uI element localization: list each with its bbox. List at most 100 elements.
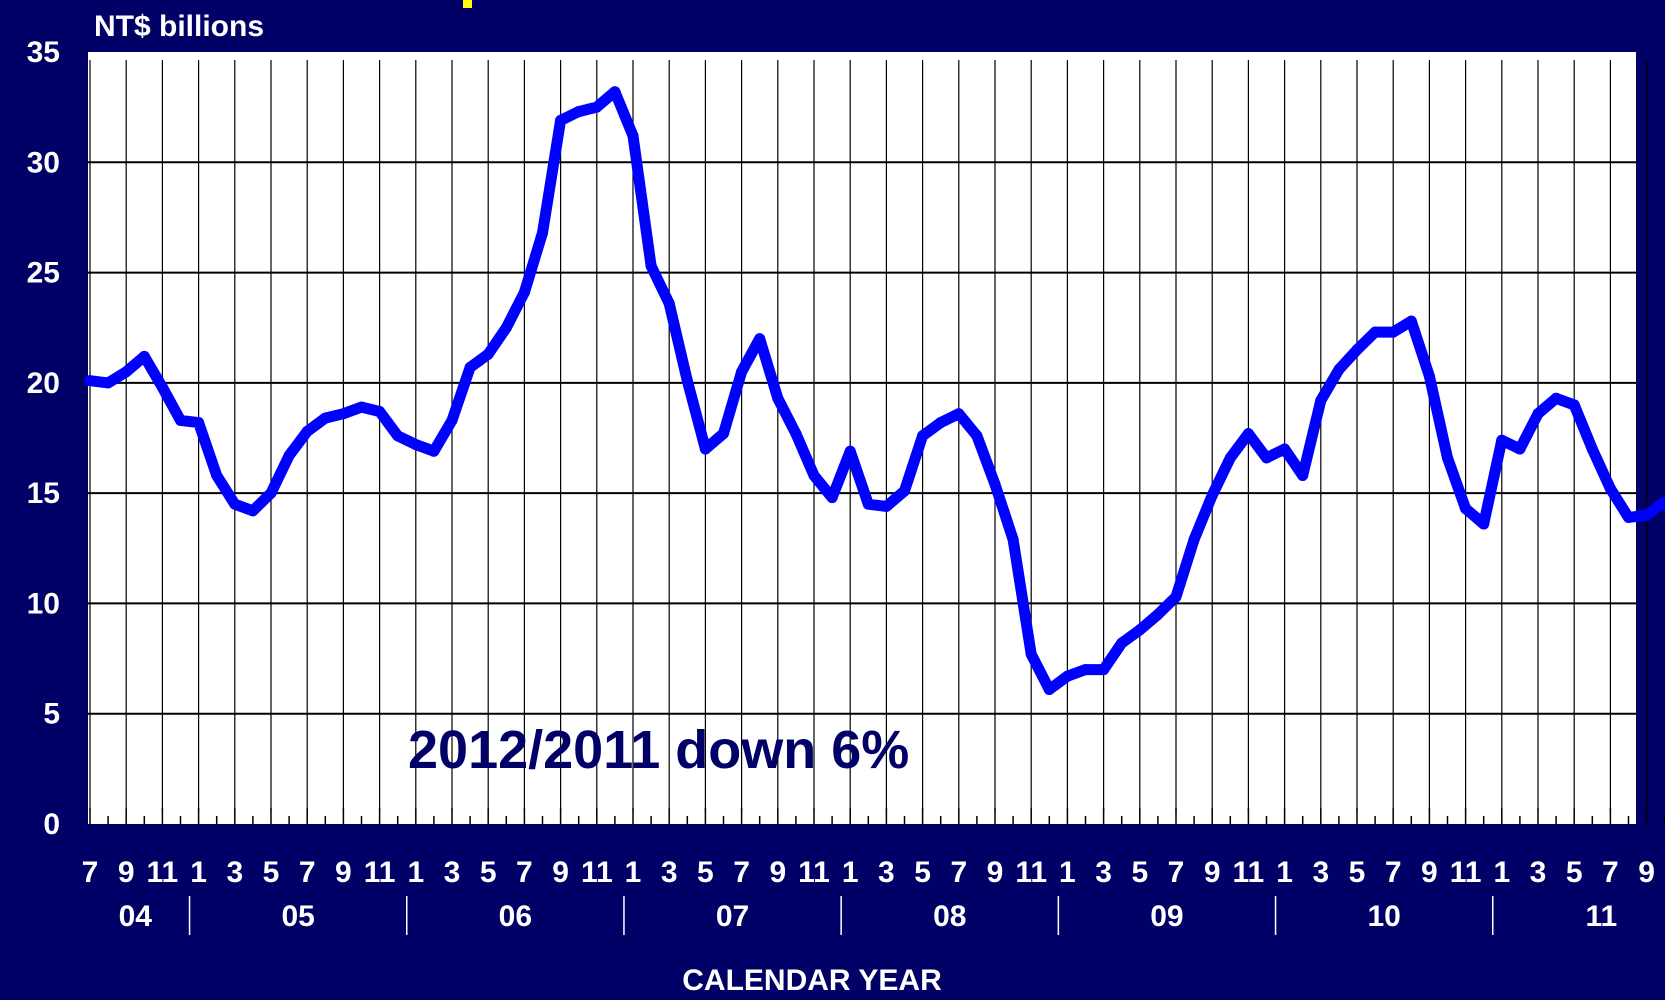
title-fragment [463, 0, 472, 8]
data-point [1224, 452, 1236, 464]
year-tick-label: 07 [716, 900, 749, 933]
data-point [356, 401, 367, 413]
data-point [1116, 637, 1128, 649]
month-tick-label: 7 [1168, 856, 1185, 889]
month-tick-label: 5 [263, 856, 280, 889]
data-point [609, 86, 621, 98]
data-point [1532, 408, 1544, 420]
data-point [645, 260, 657, 272]
y-tick-label: 30 [27, 146, 60, 179]
data-point [1369, 326, 1381, 338]
data-point [953, 408, 965, 420]
data-point [319, 412, 331, 424]
month-tick-label: 9 [769, 856, 786, 889]
data-point [754, 333, 766, 345]
data-point [1061, 670, 1073, 682]
month-tick-label: 5 [697, 856, 714, 889]
data-point [1405, 315, 1417, 327]
month-tick-label: 7 [1602, 856, 1619, 889]
chart-annotation: 2012/2011 down 6% [408, 720, 909, 780]
month-tick-label: 11 [581, 856, 613, 889]
data-point [1025, 648, 1037, 660]
month-tick-label: 1 [842, 856, 859, 889]
month-tick-label: 9 [552, 856, 569, 889]
data-point [555, 114, 567, 126]
data-point [971, 430, 983, 442]
data-point [826, 492, 838, 504]
data-point [193, 417, 205, 429]
data-point [1514, 443, 1526, 455]
month-tick-label: 11 [1015, 856, 1047, 889]
year-tick-label: 11 [1585, 900, 1617, 933]
data-point [573, 106, 585, 118]
data-point [84, 375, 96, 387]
data-point [899, 485, 910, 497]
y-axis-label: NT$ billions [94, 10, 264, 43]
year-tick-labels: 04050607080910111213 [119, 900, 1618, 933]
month-tick-label: 3 [444, 856, 461, 889]
data-point [464, 361, 476, 373]
data-point [482, 348, 494, 360]
month-tick-label: 9 [1204, 856, 1221, 889]
data-point [1152, 608, 1164, 620]
data-point [1297, 469, 1309, 481]
month-tick-label: 11 [1450, 856, 1482, 889]
data-point [265, 487, 277, 499]
month-tick-label: 9 [1638, 856, 1655, 889]
month-tick-label: 5 [1349, 856, 1366, 889]
data-point [1080, 664, 1091, 676]
month-tick-label: 3 [1312, 856, 1329, 889]
data-point [1478, 518, 1490, 530]
data-point [1333, 364, 1345, 376]
month-tick-label: 5 [480, 856, 497, 889]
data-point [518, 286, 530, 298]
data-point [1279, 443, 1291, 455]
data-point [374, 406, 386, 418]
data-point [1007, 533, 1019, 545]
data-point [337, 408, 349, 420]
data-point [1496, 434, 1508, 446]
year-tick-label: 04 [119, 900, 153, 933]
y-tick-label: 10 [27, 587, 60, 620]
month-tick-label: 7 [950, 856, 967, 889]
month-tick-label: 11 [147, 856, 179, 889]
data-point [1188, 533, 1200, 545]
data-point [120, 366, 132, 378]
data-point [1387, 326, 1399, 338]
data-point [1206, 489, 1218, 501]
month-tick-label: 1 [1493, 856, 1510, 889]
data-point [1134, 624, 1146, 636]
month-tick-label: 7 [82, 856, 99, 889]
data-point [627, 130, 639, 142]
data-point [1242, 428, 1254, 440]
month-tick-label: 9 [335, 856, 352, 889]
month-tick-label: 11 [1233, 856, 1265, 889]
month-tick-label: 11 [798, 856, 830, 889]
y-tick-labels: 0 5 10 15 20 25 30 35 [27, 36, 60, 841]
vertical-gridlines [89, 60, 1648, 812]
x-axis-label: CALENDAR YEAR [682, 964, 942, 997]
data-point [102, 377, 114, 389]
data-point [1423, 370, 1435, 382]
data-point [917, 430, 929, 442]
data-point [1623, 511, 1634, 523]
month-tick-label: 1 [1059, 856, 1076, 889]
data-point [1043, 683, 1055, 695]
month-tick-label: 1 [625, 856, 642, 889]
data-point [283, 450, 295, 462]
data-point [156, 381, 168, 393]
month-tick-label: 5 [1131, 856, 1148, 889]
data-point [247, 505, 259, 517]
data-point [410, 439, 422, 451]
data-point [772, 392, 784, 404]
data-point [446, 414, 458, 426]
data-point [1568, 399, 1580, 411]
data-point [138, 350, 150, 362]
month-tick-label: 5 [1566, 856, 1583, 889]
data-point [537, 227, 548, 239]
year-tick-label: 05 [281, 900, 314, 933]
data-point [844, 445, 856, 457]
y-tick-label: 0 [43, 808, 60, 841]
month-tick-labels: 7 9 11 1 3 5 7 9 11 1 3 5 7 9 11 1 3 5 7 9 11 1 3 5 7 9 11 1 3 5 7 9 11 1… [82, 856, 1655, 889]
